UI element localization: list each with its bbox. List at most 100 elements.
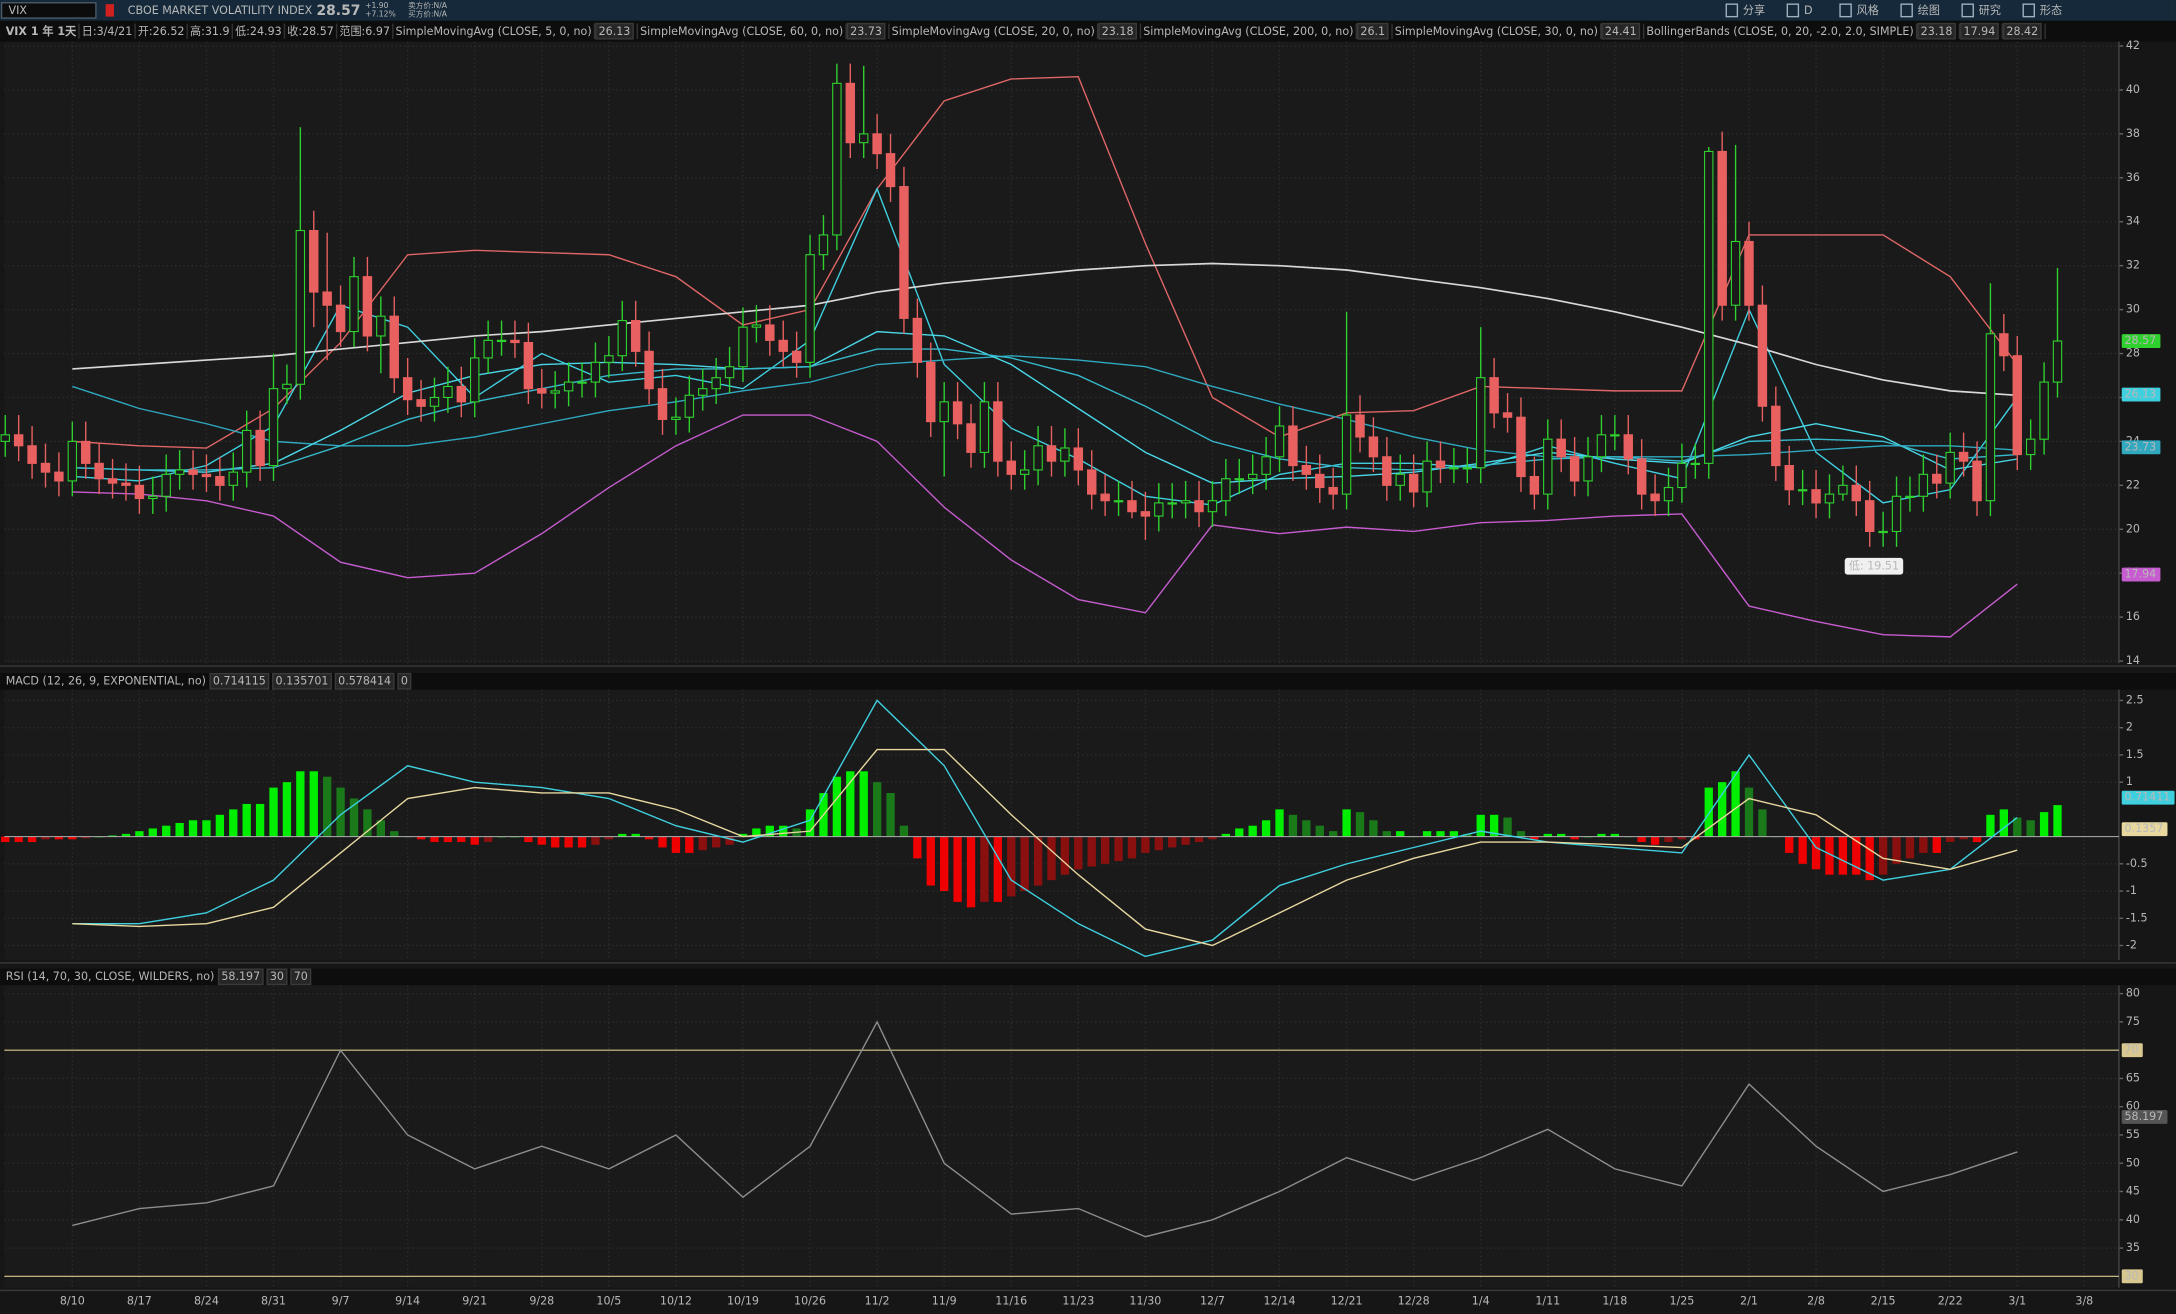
link-icon[interactable] [105,4,114,17]
candle-body [1583,456,1593,482]
candle-body [1355,414,1365,438]
macd-histogram-bar [1315,825,1324,837]
toolbar-icon[interactable] [1961,3,1974,18]
candle-body [1918,473,1929,497]
candle-body [1154,502,1164,517]
symbol-input[interactable] [0,2,97,19]
candle-body [1945,451,1955,484]
macd-histogram-bar [1208,836,1217,840]
candle-body [13,434,24,447]
candle-body [335,304,346,333]
candle-body [1462,467,1473,470]
symbol[interactable]: VIX [8,4,27,17]
panel-header-value: 0.135701 [276,674,329,687]
macd-histogram-bar [1007,836,1016,897]
panel-header-value-box [397,672,412,690]
macd-histogram-bar [658,836,667,848]
macd-histogram-bar [765,825,774,837]
candle-body [550,390,560,394]
toolbar-button[interactable]: 研究 [1979,3,2001,17]
macd-histogram-bar [671,836,681,853]
macd-histogram-bar [1758,809,1767,837]
candle-body [2052,340,2063,383]
candle-body [1180,500,1191,504]
candle-body [1033,445,1043,471]
candle-body [644,350,654,390]
toolbar-button[interactable]: D [1804,4,1813,17]
x-tick-label: 12/14 [1264,1295,1296,1308]
macd-histogram-bar [215,814,225,837]
candle-body [1207,500,1218,513]
candle-body [1127,500,1137,513]
toolbar-icon[interactable] [1900,3,1913,18]
candle-body [1408,473,1419,493]
macd-histogram-bar [188,820,198,837]
header-value-box [1917,22,1956,40]
x-tick-label: 9/21 [462,1295,487,1308]
toolbar-button[interactable]: 分享 [1743,3,1765,17]
toolbar-button[interactable]: 绘图 [1918,3,1940,17]
header-value-box [1960,22,1999,40]
candle-body [1100,493,1110,502]
candle-body [698,388,708,396]
macd-histogram-bar [698,836,707,851]
macd-histogram-bar [1570,836,1579,840]
oversold-label: 30 [2124,1269,2138,1282]
macd-histogram-bar [162,825,171,837]
candle-body [657,388,668,420]
toolbar-icon[interactable] [2022,3,2036,18]
macd-histogram-bar [2053,805,2062,837]
macd-histogram-bar [1744,787,1754,837]
macd-histogram-bar [1248,825,1257,837]
candle-body [1704,150,1714,464]
candle-body [1395,473,1405,486]
macd-histogram-bar [1972,836,1982,843]
toolbar-icon[interactable] [1725,3,1739,18]
candle-body [1019,469,1030,475]
header-value: 24.41 [1605,25,1637,38]
candle-body [1690,462,1701,466]
candle-body [1489,377,1499,414]
y-tick-label: 35 [2126,1241,2140,1254]
candle-body [1140,511,1151,517]
candle-body [1341,414,1352,495]
header-value-box [846,22,886,40]
candle-body [724,366,735,379]
overbought-label-box [2121,1043,2143,1058]
header-value-box [1098,22,1137,40]
toolbar-icon[interactable] [1786,3,1800,18]
y-tick-label: 75 [2126,1015,2140,1028]
macd-histogram-bar [899,825,909,837]
macd-histogram-bar [1221,833,1231,837]
y-tick-label: 50 [2126,1156,2140,1169]
macd-histogram-bar [1369,820,1378,837]
toolbar-button[interactable]: 形态 [2040,4,2062,17]
macd-histogram-bar [27,836,37,843]
header-value-box [2002,22,2042,40]
macd-histogram-bar [846,771,855,837]
macd-histogram-bar [725,836,734,845]
macd-histogram-bar [269,787,278,837]
candle-body [966,423,976,453]
toolbar-button[interactable]: 风格 [1857,3,1879,17]
candle-body [429,396,440,407]
last-price-label: 28.57 [2124,334,2156,347]
macd-histogram-bar [2026,820,2035,837]
macd-histogram-bar [1999,809,2009,837]
x-tick-label: 10/5 [596,1295,621,1308]
candle-body [1234,478,1244,481]
candle-body [241,429,252,473]
x-tick-label: 11/23 [1062,1295,1094,1308]
toolbar-icon[interactable] [1839,3,1852,18]
macd-histogram-bar [1704,787,1713,837]
x-tick-label: 9/28 [529,1295,554,1308]
macd-histogram-bar [524,836,533,843]
macd-histogram-bar [323,776,332,837]
candle-body [456,385,467,403]
x-tick-label: 1/18 [1602,1295,1627,1308]
candle-body [590,361,601,383]
candle-body [2012,355,2022,456]
macd-histogram-bar [1717,782,1727,837]
header-label: 开:26.52 [138,25,185,38]
